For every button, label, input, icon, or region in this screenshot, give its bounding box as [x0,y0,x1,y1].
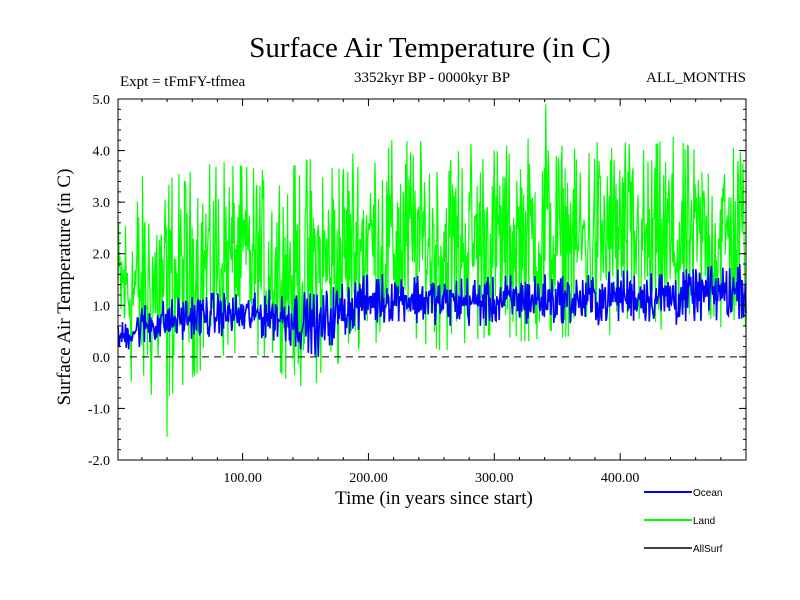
y-tick-label: -2.0 [88,454,110,469]
x-tick-label: 400.00 [601,471,640,486]
y-tick-label: -1.0 [88,402,110,417]
y-tick-label: 2.0 [93,248,111,263]
plot-frame [117,98,747,461]
legend-ocean-label: Ocean [693,488,722,499]
x-tick-label: 200.00 [349,471,388,486]
series-ocean-line [117,263,747,357]
legend-land-label: Land [693,516,715,527]
period-label: 3352kyr BP - 0000kyr BP [354,70,510,86]
months-label: ALL_MONTHS [646,70,746,86]
x-tick-label: 100.00 [223,471,262,486]
y-tick-label: 5.0 [93,93,111,108]
y-axis-label: Surface Air Temperature (in C) [54,169,75,406]
chart-title: Surface Air Temperature (in C) [249,32,610,64]
y-tick-label: 1.0 [93,299,111,314]
y-tick-label: 0.0 [93,351,111,366]
plot-area [117,98,747,461]
y-tick-label: 4.0 [93,145,111,160]
legend-allsurf-label: AllSurf [693,544,723,555]
x-tick-label: 300.00 [475,471,514,486]
x-axis: 100.00 200.00 300.00 400.00 [141,99,722,486]
y-axis: -2.0 -1.0 0.0 1.0 2.0 3.0 4.0 5.0 [88,93,746,469]
series-land-line [117,104,747,437]
y-tick-label: 3.0 [93,196,111,211]
x-axis-label: Time (in years since start) [335,488,533,509]
legend: Ocean Land AllSurf [644,488,723,555]
experiment-label: Expt = tFmFY-tfmea [120,74,245,90]
